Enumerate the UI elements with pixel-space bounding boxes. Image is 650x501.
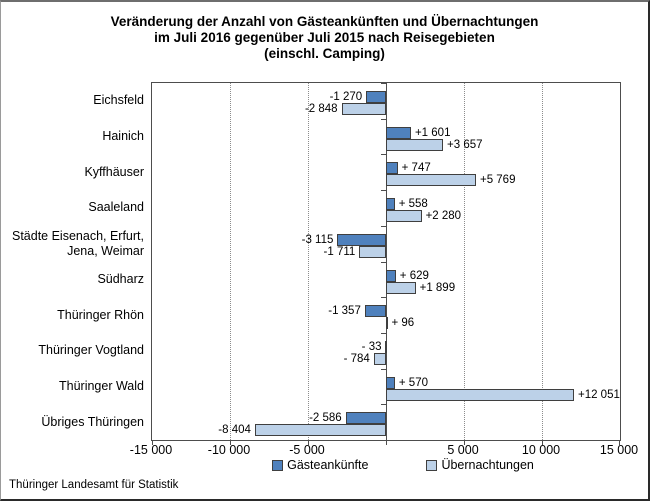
grid-line <box>464 83 465 440</box>
bar-nights <box>386 281 416 294</box>
category-label: Städte Eisenach, Erfurt, Jena, Weimar <box>11 228 144 258</box>
x-axis-tick-label: 10 000 <box>521 443 561 457</box>
legend-item-nights: Übernachtungen <box>426 458 534 472</box>
legend-item-arrivals: Gästeankünfte <box>272 458 368 472</box>
bar-arrivals <box>386 376 395 389</box>
category-label: Thüringer Rhön <box>57 307 144 322</box>
bar-nights <box>341 103 386 115</box>
x-axis-tick <box>542 441 543 445</box>
plot-area: -1 270 -2 848 +1 601 +3 657 + 747 +5 769 + 558… <box>151 82 621 445</box>
x-axis-tick-label: 15 000 <box>599 443 639 457</box>
category-axis-tick <box>381 440 386 441</box>
bar-nights <box>386 174 476 187</box>
chart-title-line-3: (einschl. Camping) <box>264 46 385 61</box>
x-axis-tick-label: -5 000 <box>289 443 325 457</box>
bar-value-label: +12 051 <box>577 388 620 401</box>
bar-arrivals <box>386 162 398 175</box>
category-axis-tick <box>381 154 386 156</box>
bar-value-label: -2 848 <box>304 103 338 115</box>
legend-label-nights: Übernachtungen <box>441 458 534 472</box>
bar-nights <box>386 210 422 223</box>
bar-arrivals <box>386 198 395 211</box>
bar-nights <box>386 317 388 330</box>
grid-line <box>542 83 543 440</box>
category-axis-tick <box>381 118 386 120</box>
chart-title-line-1: Veränderung der Anzahl von Gästeankünfte… <box>110 14 539 29</box>
grid-line <box>230 83 231 440</box>
grid-line <box>308 83 309 440</box>
bar-value-label: + 96 <box>391 317 415 330</box>
category-label: Thüringer Vogtland <box>38 343 144 358</box>
legend-label-arrivals: Gästeankünfte <box>287 458 369 472</box>
bar-arrivals <box>366 91 386 103</box>
bar-nights <box>254 424 386 437</box>
bar-value-label: +5 769 <box>479 174 516 187</box>
category-label: Übriges Thüringen <box>41 414 144 429</box>
source-note: Thüringer Landesamt für Statistik <box>9 479 179 491</box>
bar-value-label: +3 657 <box>447 138 483 151</box>
category-axis-tick <box>381 404 386 406</box>
bar-arrivals <box>386 269 396 282</box>
category-axis-tick <box>381 225 386 227</box>
category-label: Kyffhäuser <box>84 164 144 179</box>
x-axis-tick-label: 5 000 <box>447 443 479 457</box>
bar-nights <box>373 352 386 365</box>
bar-nights <box>386 138 444 151</box>
bar-arrivals <box>385 340 388 353</box>
x-axis-tick <box>464 441 465 445</box>
x-axis-tick <box>619 441 620 445</box>
bar-value-label: +1 601 <box>414 126 451 139</box>
bar-value-label: + 558 <box>398 198 428 211</box>
legend: Gästeankünfte Übernachtungen <box>169 458 637 472</box>
chart-title: Veränderung der Anzahl von Gästeankünfte… <box>1 14 648 62</box>
category-label: Saaleland <box>88 200 144 215</box>
category-axis-tick <box>381 368 386 370</box>
bar-value-label: +2 280 <box>425 210 462 223</box>
bar-nights <box>359 245 386 258</box>
category-label: Hainich <box>102 129 144 144</box>
category-label: Eichsfeld <box>93 93 144 108</box>
category-label: Thüringer Wald <box>59 378 144 393</box>
x-axis-tick <box>230 441 231 445</box>
category-axis-tick <box>381 261 386 263</box>
x-axis-tick-label: -10 000 <box>207 443 251 457</box>
zero-axis-line <box>386 83 387 440</box>
x-axis-tick <box>152 441 153 445</box>
x-axis-tick <box>308 441 309 445</box>
bar-value-label: -2 586 <box>309 412 342 425</box>
category-axis-tick <box>381 190 386 192</box>
chart-title-line-2: im Juli 2016 gegenüber Juli 2015 nach Re… <box>154 30 495 45</box>
bar-value-label: -1 711 <box>323 245 356 258</box>
bar-arrivals <box>345 412 386 425</box>
legend-swatch-nights-icon <box>426 459 438 471</box>
bar-value-label: - 784 <box>343 352 370 365</box>
bar-nights <box>386 388 574 401</box>
bar-arrivals <box>386 126 411 139</box>
x-axis-tick-label: -15 000 <box>129 443 173 457</box>
category-axis-tick <box>381 297 386 299</box>
bar-arrivals <box>364 305 386 318</box>
category-label: Südharz <box>97 271 144 286</box>
x-axis-tick <box>386 441 387 445</box>
bar-value-label: + 747 <box>401 162 431 175</box>
legend-swatch-arrivals-icon <box>272 459 284 471</box>
bar-value-label: -3 115 <box>301 233 334 246</box>
bar-value-label: -1 357 <box>328 305 361 318</box>
bar-value-label: +1 899 <box>419 281 456 294</box>
category-axis-tick <box>381 83 386 84</box>
bar-value-label: -8 404 <box>218 424 251 437</box>
bar-arrivals <box>337 233 386 246</box>
bar-value-label: -1 270 <box>329 91 363 103</box>
bar-value-label: + 570 <box>398 376 428 389</box>
bar-value-label: + 629 <box>399 269 429 282</box>
category-axis-tick <box>381 332 386 334</box>
bar-value-label: - 33 <box>361 340 382 353</box>
